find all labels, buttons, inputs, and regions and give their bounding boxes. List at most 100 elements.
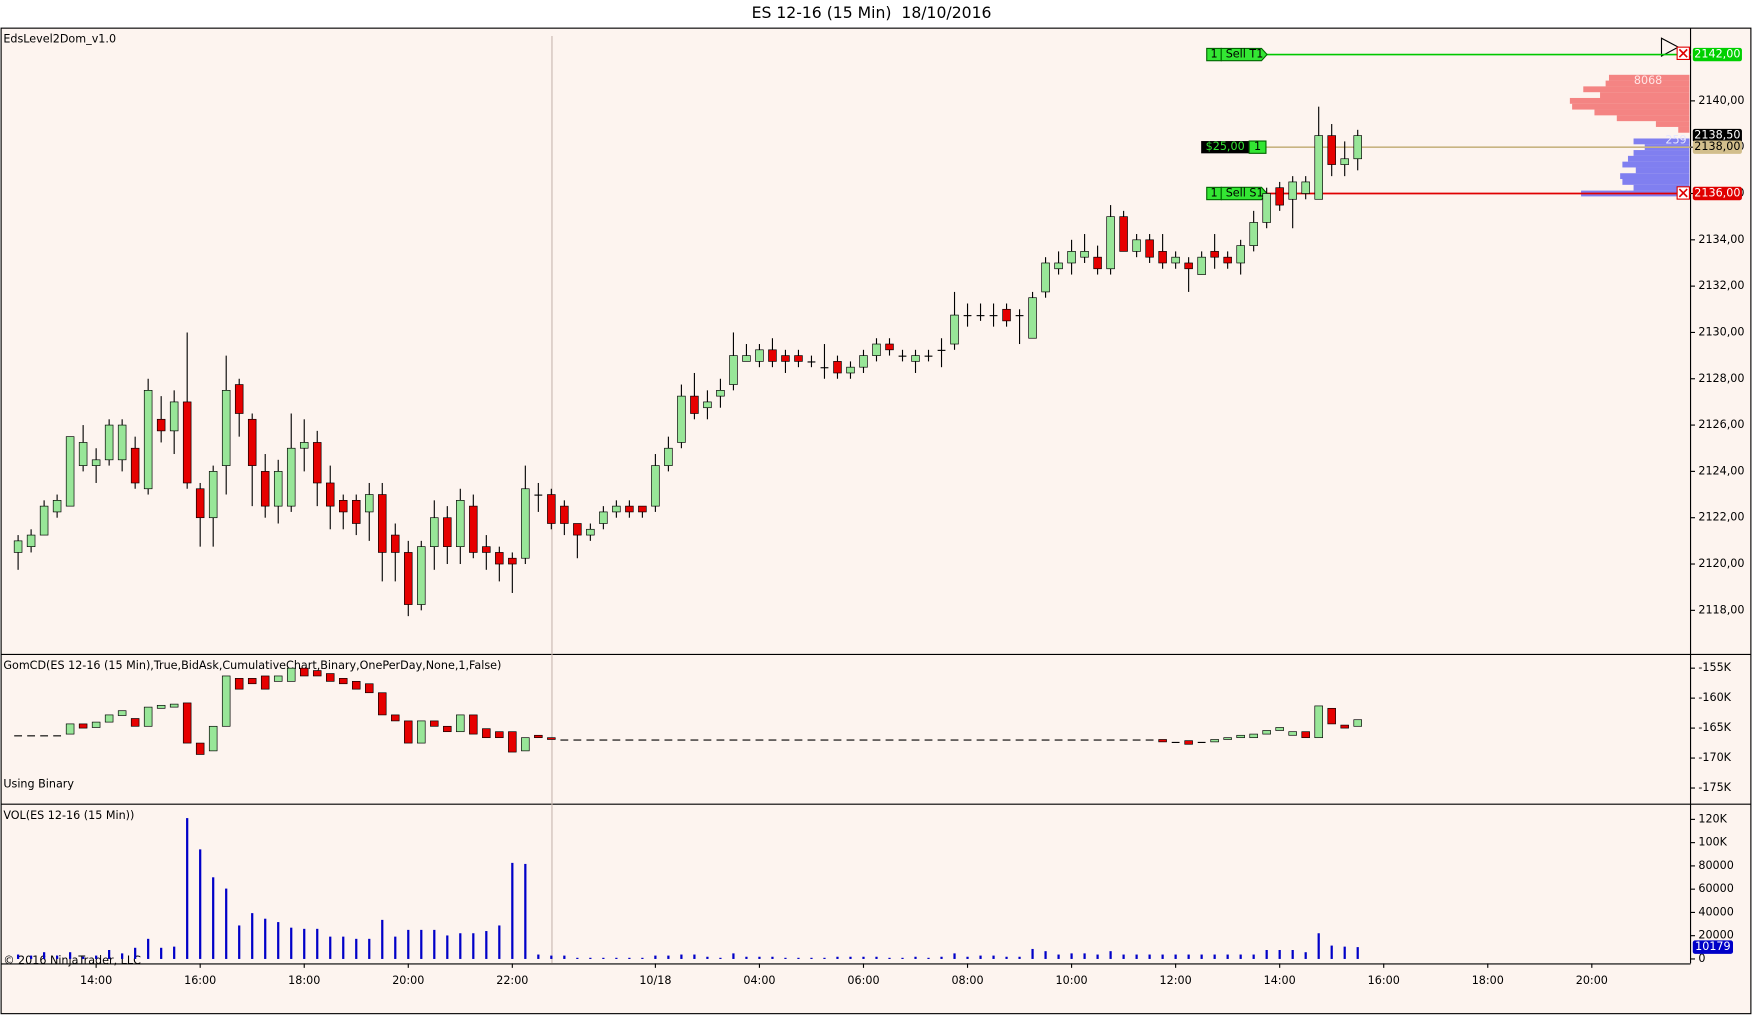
candle-body: [1015, 315, 1024, 317]
candle-body: [937, 739, 946, 741]
volume-bar: [1122, 954, 1125, 959]
volume-bar: [979, 955, 982, 959]
plot-layer: EdsLevel2Dom_v1.0 2118,00 2120,00 2122,00 21…: [3, 32, 1744, 987]
volume-bar: [1135, 954, 1138, 959]
volume-bar: [238, 925, 241, 959]
candle-body: [208, 471, 218, 519]
candle-body: [781, 355, 790, 362]
volume-bar: [394, 936, 397, 959]
x-tick-label: 14:00: [1264, 974, 1296, 987]
y-tick-label: 2118,00: [1698, 603, 1744, 616]
order-label[interactable]: Sell S1: [1226, 187, 1264, 200]
x-tick-label: 14:00: [80, 974, 112, 987]
candle-body: [143, 390, 153, 490]
candle-body: [391, 714, 400, 722]
price-tag-label: 2142,00: [1694, 48, 1740, 61]
candle-body: [703, 401, 712, 409]
price-tag: [1692, 186, 1742, 201]
candle-body: [651, 465, 660, 507]
candle-body: [65, 436, 75, 507]
volume-bar: [1330, 945, 1333, 959]
dom-bid-bar: [1633, 150, 1690, 156]
candle-body: [1236, 734, 1245, 739]
dom-ask-bar: [1608, 74, 1690, 81]
chart-title: ES 12-16 (15 Min) 18/10/2016: [752, 3, 992, 22]
dom-ask-bar: [1605, 80, 1690, 87]
candle-body: [1080, 739, 1089, 741]
order-label[interactable]: Sell T1: [1226, 48, 1264, 61]
candle-body: [443, 725, 452, 733]
candle-body: [169, 401, 179, 432]
x-tick-label: 22:00: [496, 974, 528, 987]
order-quantity[interactable]: 1: [1210, 48, 1217, 61]
candle-body: [807, 361, 816, 363]
candle-body: [807, 739, 816, 741]
candle-body: [1067, 739, 1076, 741]
candle-body: [404, 552, 413, 605]
candle-body: [391, 534, 400, 553]
candle-body: [26, 534, 36, 547]
candle-body: [716, 390, 725, 397]
candle-body: [560, 739, 569, 741]
candle-body: [729, 739, 738, 741]
position-quantity-box: [1248, 140, 1267, 154]
y-tick-label: 2126,00: [1698, 418, 1744, 431]
y-tick-label: -155K: [1698, 661, 1731, 674]
dom-ask-bar: [1583, 86, 1690, 93]
play-icon[interactable]: [1660, 37, 1680, 58]
x-tick-label: 20:00: [392, 974, 424, 987]
candle-body: [365, 683, 374, 694]
candle-body: [117, 710, 127, 716]
candle-body: [13, 540, 23, 553]
dom-ask-bar: [1616, 115, 1690, 122]
candle-body: [1002, 308, 1011, 322]
candle-body: [1041, 739, 1050, 741]
candle-body: [469, 505, 478, 553]
candle-body: [963, 315, 972, 317]
volume-bar: [771, 956, 774, 959]
volume-bar: [1109, 951, 1112, 959]
candle-body: [573, 523, 582, 536]
volume-bar: [420, 929, 423, 959]
candle-body: [40, 735, 49, 737]
order-quantity[interactable]: 1: [1210, 187, 1217, 200]
candle-body: [1327, 707, 1336, 725]
candle-body: [1262, 730, 1271, 735]
volume-bar: [1265, 950, 1268, 959]
candle-body: [898, 739, 907, 741]
x-tick-label: 10/18: [639, 974, 671, 987]
candle-body: [521, 737, 530, 752]
candle-body: [950, 314, 959, 345]
candle-body: [1080, 251, 1089, 258]
candle-body: [664, 739, 673, 741]
dom-ask-bar: [1600, 92, 1690, 98]
x-tick-label: 12:00: [1160, 974, 1192, 987]
candle-body: [716, 739, 725, 741]
candle-body: [404, 720, 413, 744]
y-tick-label: 120K: [1698, 812, 1727, 825]
candle-body: [65, 723, 75, 735]
candle-body: [325, 673, 335, 682]
volume-bar: [69, 952, 72, 959]
x-tick-label: 20:00: [1576, 974, 1608, 987]
volume-bar: [706, 956, 709, 959]
order-label-box[interactable]: [1220, 47, 1268, 62]
dom-bid-bar: [1627, 155, 1690, 162]
y-tick-label: 2124,00: [1698, 464, 1744, 477]
volume-bar: [329, 936, 332, 959]
candle-body: [273, 675, 283, 682]
volume-bar: [82, 956, 85, 959]
candle-body: [911, 739, 920, 741]
candle-body: [963, 739, 972, 741]
close-order-icon[interactable]: [1676, 186, 1690, 200]
volume-bar: [407, 929, 410, 959]
candle-body: [78, 723, 88, 729]
candle-body: [130, 447, 140, 484]
close-order-icon[interactable]: [1676, 46, 1690, 61]
x-tick-label: 10:00: [1056, 974, 1088, 987]
candle-body: [885, 343, 894, 351]
y-tick-label: -175K: [1698, 781, 1731, 794]
candle-body: [1236, 245, 1245, 264]
price-tag: [1692, 128, 1742, 143]
